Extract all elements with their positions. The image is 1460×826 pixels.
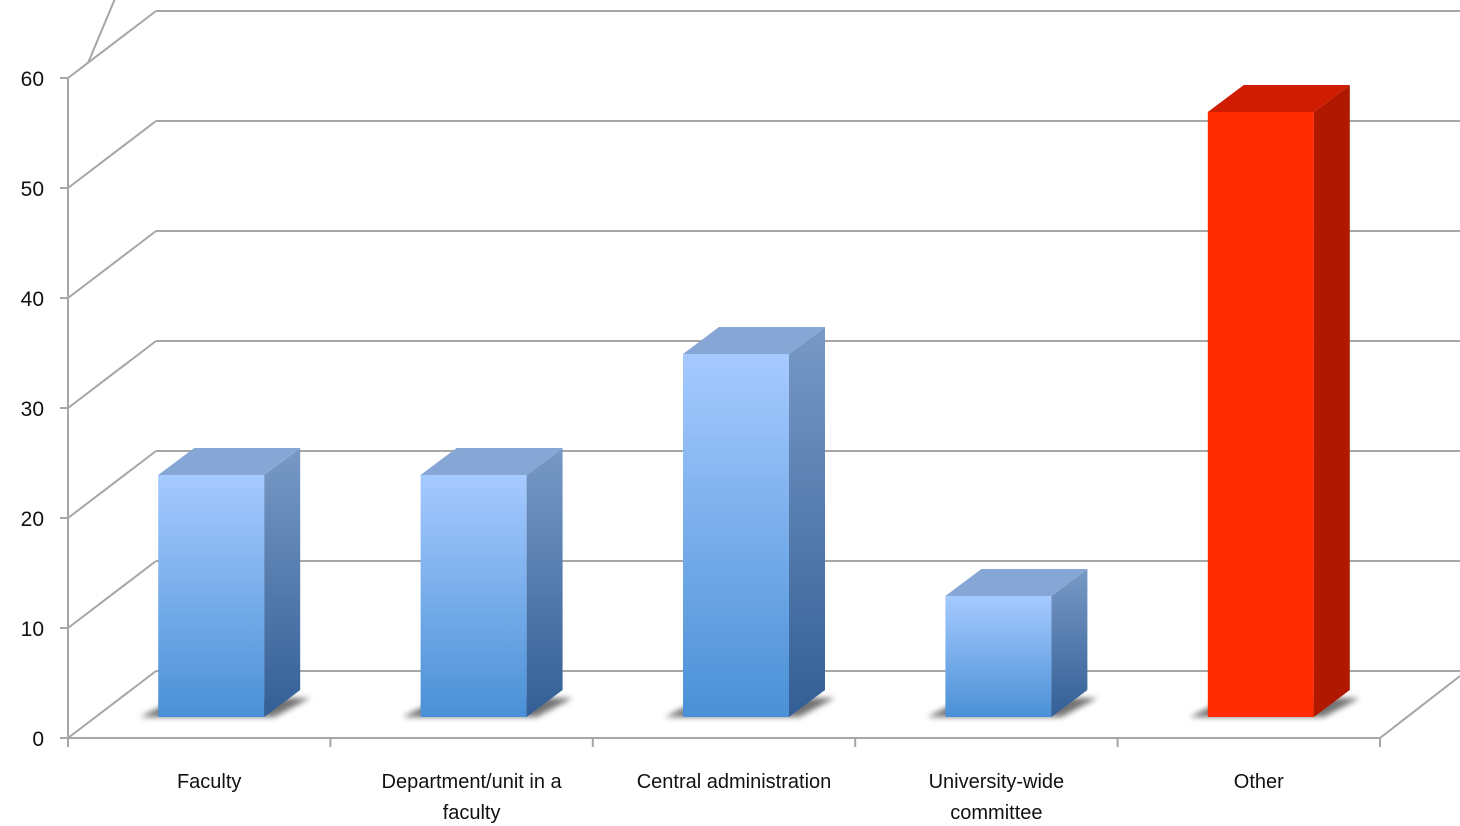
bar [140,448,311,717]
gridline-diagonal [67,120,157,189]
y-tick-label: 40 [21,288,44,311]
bar-side [526,448,563,717]
bar-side [1051,569,1088,717]
y-tick-label: 10 [21,618,44,641]
bar-top [1207,85,1350,112]
y-tick-label: 50 [21,178,44,201]
bar-front [420,475,527,717]
x-category-label: Faculty [177,771,241,793]
bar-front [945,596,1052,717]
gridline-diagonal [67,450,157,519]
y-tick-label: 20 [21,508,44,531]
x-category-label: committee [950,802,1042,824]
gridline-diagonal [67,560,157,629]
gridline-top-diagonal [87,0,116,64]
y-tick-label: 0 [32,728,44,751]
bar [665,327,835,717]
bar-top [683,327,825,354]
bar-side [264,448,301,717]
gridline-diagonal [67,230,157,299]
x-category-label: faculty [443,802,501,824]
bar-top [420,448,563,475]
bar [927,569,1098,717]
floor-right-edge [1379,675,1460,739]
gridline-diagonal [67,670,157,739]
bar-side [789,327,825,717]
bar-top [158,448,301,475]
y-tick-label: 60 [21,68,44,91]
x-category-label: University-wide [929,771,1065,793]
gridline-diagonal [67,340,157,409]
bar-front [1207,112,1314,717]
x-category-label: Central administration [637,771,832,793]
bar-top [945,569,1088,596]
x-category-label: Department/unit in a [382,771,563,793]
bar-side [1313,85,1350,717]
bar [1189,85,1360,717]
bar [402,448,573,717]
gridline-diagonal [67,10,157,79]
y-tick-label: 30 [21,398,44,421]
x-category-label: Other [1234,771,1284,793]
bar-front [158,475,265,717]
bar-front [683,354,789,717]
